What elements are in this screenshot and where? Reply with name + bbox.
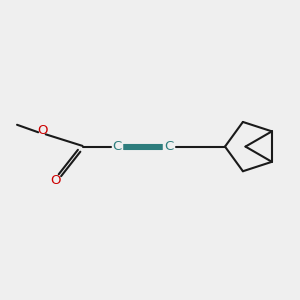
Text: O: O [50,174,61,187]
Text: O: O [37,124,47,137]
Text: C: C [112,140,122,153]
Text: C: C [164,140,174,153]
